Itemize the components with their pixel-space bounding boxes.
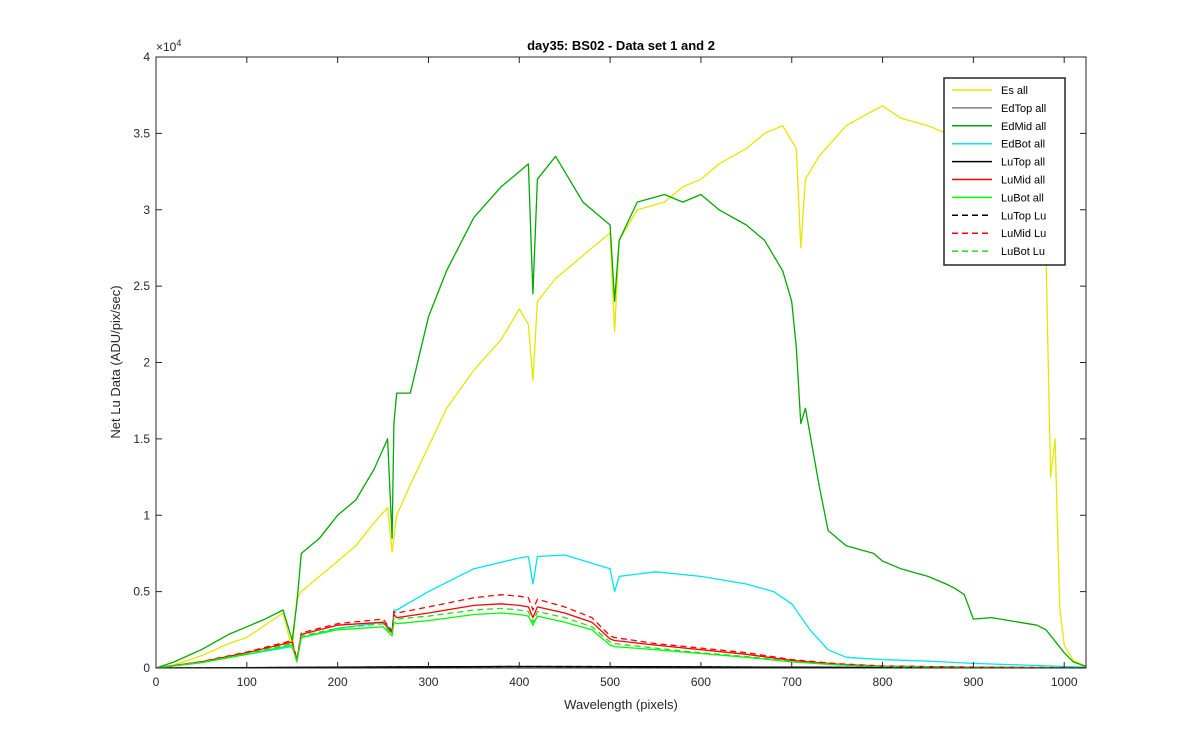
plot-area <box>156 57 1086 668</box>
legend-label: LuBot all <box>1001 192 1044 204</box>
y-exponent-label: ×104 <box>156 38 181 54</box>
y-tick-label: 1.5 <box>133 432 150 446</box>
chart-title: day35: BS02 - Data set 1 and 2 <box>527 38 715 53</box>
x-tick-label: 1000 <box>1051 675 1078 689</box>
y-tick-label: 0 <box>143 661 150 675</box>
legend-label: LuMid Lu <box>1001 228 1046 240</box>
x-tick-label: 500 <box>600 675 620 689</box>
legend-label: Es all <box>1001 85 1028 97</box>
y-tick-label: 4 <box>143 50 150 64</box>
series-line-6 <box>156 612 1086 668</box>
y-tick-label: 3.5 <box>133 126 150 140</box>
series-line-2 <box>156 155 1086 668</box>
y-tick-label: 2.5 <box>133 279 150 293</box>
axes-layer: 0 100 200 300 400 500 600 700 800 900 1000 0 0.5 1 1.5… <box>133 50 1087 689</box>
x-tick-label: 0 <box>153 675 160 689</box>
x-axis-label: Wavelength (pixels) <box>564 697 678 712</box>
y-tick-label: 1 <box>143 508 150 522</box>
y-tick-label: 0.5 <box>133 585 150 599</box>
legend-label: LuTop all <box>1001 157 1045 169</box>
y-axis-label: Net Lu Data (ADU/pix/sec) <box>108 285 123 438</box>
x-tick-label: 900 <box>963 675 983 689</box>
x-tick-label: 400 <box>509 675 529 689</box>
legend-label: EdBot all <box>1001 139 1045 151</box>
legend-label: EdMid all <box>1001 121 1046 133</box>
legend-label: LuBot Lu <box>1001 246 1045 258</box>
y-tick-label: 3 <box>143 203 150 217</box>
x-tick-label: 100 <box>237 675 257 689</box>
legend: Es all EdTop all EdMid all EdBot all LuTop a… <box>943 77 1066 266</box>
x-tick-label: 800 <box>873 675 893 689</box>
y-tick-label: 2 <box>143 356 150 370</box>
x-tick-label: 200 <box>328 675 348 689</box>
legend-label: EdTop all <box>1001 103 1046 115</box>
x-tick-label: 300 <box>418 675 438 689</box>
legend-label: LuTop Lu <box>1001 210 1046 222</box>
legend-label: LuMid all <box>1001 175 1045 187</box>
series-line-3 <box>156 554 1086 668</box>
x-tick-label: 700 <box>782 675 802 689</box>
x-tick-label: 600 <box>691 675 711 689</box>
